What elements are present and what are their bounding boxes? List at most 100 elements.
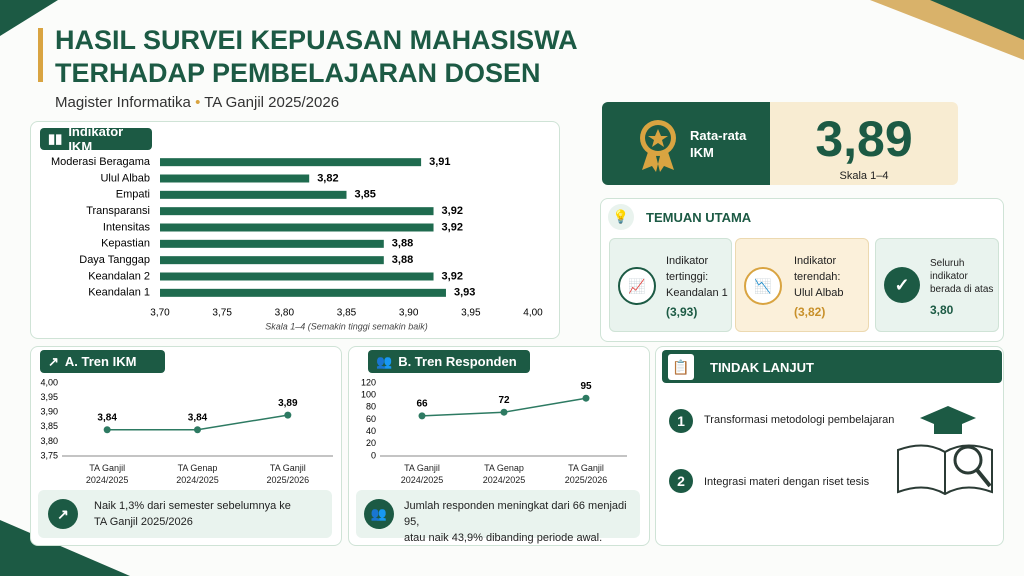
x-tick-label: 3,95 [461,308,481,319]
y-tick-label: 100 [361,390,376,400]
bar [160,174,310,183]
point [500,408,508,416]
y-tick-label: 3,85 [40,421,58,431]
y-tick-label: 0 [371,450,376,460]
value-label: 3,92 [442,221,463,233]
finding-value: (3,93) [666,305,698,319]
y-tick-label: 3,90 [40,407,58,417]
x-tick-label: TA Genap 2024/2025 [482,463,526,485]
step-number: 2 [669,469,693,493]
value-label: 3,89 [278,398,298,409]
findings-title: TEMUAN UTAMA [646,210,752,225]
y-tick-label: Daya Tanggap [79,254,150,266]
point [582,394,590,402]
score-value: 3,89 [815,111,913,167]
score-label: Rata-rata IKM [690,127,747,160]
value-label: 3,84 [188,412,208,423]
bar [160,272,434,281]
x-tick-label: 3,80 [275,308,295,319]
bar [160,158,422,167]
x-tick-label: TA Ganjil 2024/2025 [85,463,129,485]
x-tick-label: 3,90 [399,308,419,319]
y-tick-label: 3,95 [40,392,58,402]
title: HASIL SURVEI KEPUASAN MAHASISWA TERHADAP… [55,25,578,88]
value-label: 3,84 [97,412,117,423]
bar [160,223,434,232]
bar [160,190,347,199]
y-tick-label: Transparansi [86,205,150,217]
clipboard-icon: 📋 [668,354,694,380]
value-label: 3,82 [317,172,338,184]
bar [160,288,446,297]
y-tick-label: 20 [366,438,376,448]
chart-title: A. Tren IKM [64,354,137,369]
program: Magister Informatika [55,94,191,111]
step-text: Integrasi materi dengan riset tesis [704,476,870,488]
y-tick-label: Moderasi Beragama [51,156,151,168]
value-label: 3,92 [442,270,463,282]
chart-title: B. Tren Responden [398,354,517,369]
tab: ▮▮ Indikator IKM [40,124,152,154]
medal-icon [640,119,676,172]
value-label: 3,88 [392,254,413,266]
x-tick-label: 3,85 [337,308,357,319]
point [284,411,292,419]
y-tick-label: 80 [366,402,376,412]
book-illustration [897,406,993,496]
value-label: 3,93 [454,287,475,299]
value-label: 72 [498,395,510,406]
value-label: 3,88 [392,238,413,250]
finding-text: Seluruh indikator berada di atas [930,258,994,295]
y-tick-label: 40 [366,426,376,436]
bar [160,239,384,248]
y-tick-label: Empati [116,189,150,201]
x-tick-label: TA Ganjil 2024/2025 [400,463,444,485]
finding-card: ✓ Seluruh indikator berada di atas 3,80 [875,238,999,332]
note-box: 👥 Jumlah responden meningkat dari 66 men… [356,490,640,544]
step-number: 1 [669,409,693,433]
bar [160,256,384,265]
y-tick-label: 60 [366,414,376,424]
x-tick-label: 3,75 [212,308,232,319]
tab: ↗ A. Tren IKM [40,350,165,373]
period: TA Ganjil 2025/2026 [204,94,340,111]
finding-text: Indikator tertinggi: Keandalan 1 [666,255,728,299]
note-box: ↗ Naik 1,3% dari semester sebelumnya ke … [38,490,332,538]
note: Naik 1,3% dari semester sebelumnya ke TA… [94,500,291,528]
finding-card: 📉 Indikator terendah: Ulul Albab (3,82) [735,238,869,332]
y-tick-label: 120 [361,377,376,387]
bar [160,207,434,216]
followup-header [662,350,1002,383]
tab: 👥 B. Tren Responden [368,350,530,373]
y-tick-label: 3,80 [40,436,58,446]
finding-value: 3,80 [930,303,954,317]
point [103,426,111,434]
value-label: 3,92 [442,205,463,217]
x-tick-label: TA Ganjil 2025/2026 [564,463,608,485]
followup-title: TINDAK LANJUT [710,360,814,375]
y-tick-label: Keandalan 2 [88,270,150,282]
finding-text: Indikator terendah: Ulul Albab [794,255,844,299]
y-tick-label: 4,00 [40,377,58,387]
value-label: 3,85 [355,189,376,201]
finding-card: 📈 Indikator tertinggi: Keandalan 1 (3,93… [609,238,732,332]
point [418,412,426,420]
x-tick-label: TA Genap 2024/2025 [176,463,219,485]
point [194,426,201,434]
x-axis-label: Skala 1–4 (Semakin tinggi semakin baik) [265,321,428,331]
value-label: 66 [416,398,428,409]
bulb-icon: 💡 [608,204,634,230]
step-text: Transformasi metodologi pembelajaran [704,414,895,426]
note: Jumlah responden meningkat dari 66 menja… [404,500,627,544]
value-label: 95 [580,381,592,392]
y-tick-label: Ulul Albab [100,172,150,184]
x-tick-label: 4,00 [523,308,543,319]
y-tick-label: 3,75 [40,450,58,460]
x-tick-label: TA Ganjil 2025/2026 [266,463,310,485]
subtitle: Magister Informatika • TA Ganjil 2025/20… [55,94,340,111]
chart-title: Indikator IKM [68,124,124,154]
score-scale: Skala 1–4 [839,170,889,182]
score-card: Rata-rata IKM 3,89 Skala 1–4 [602,102,958,185]
